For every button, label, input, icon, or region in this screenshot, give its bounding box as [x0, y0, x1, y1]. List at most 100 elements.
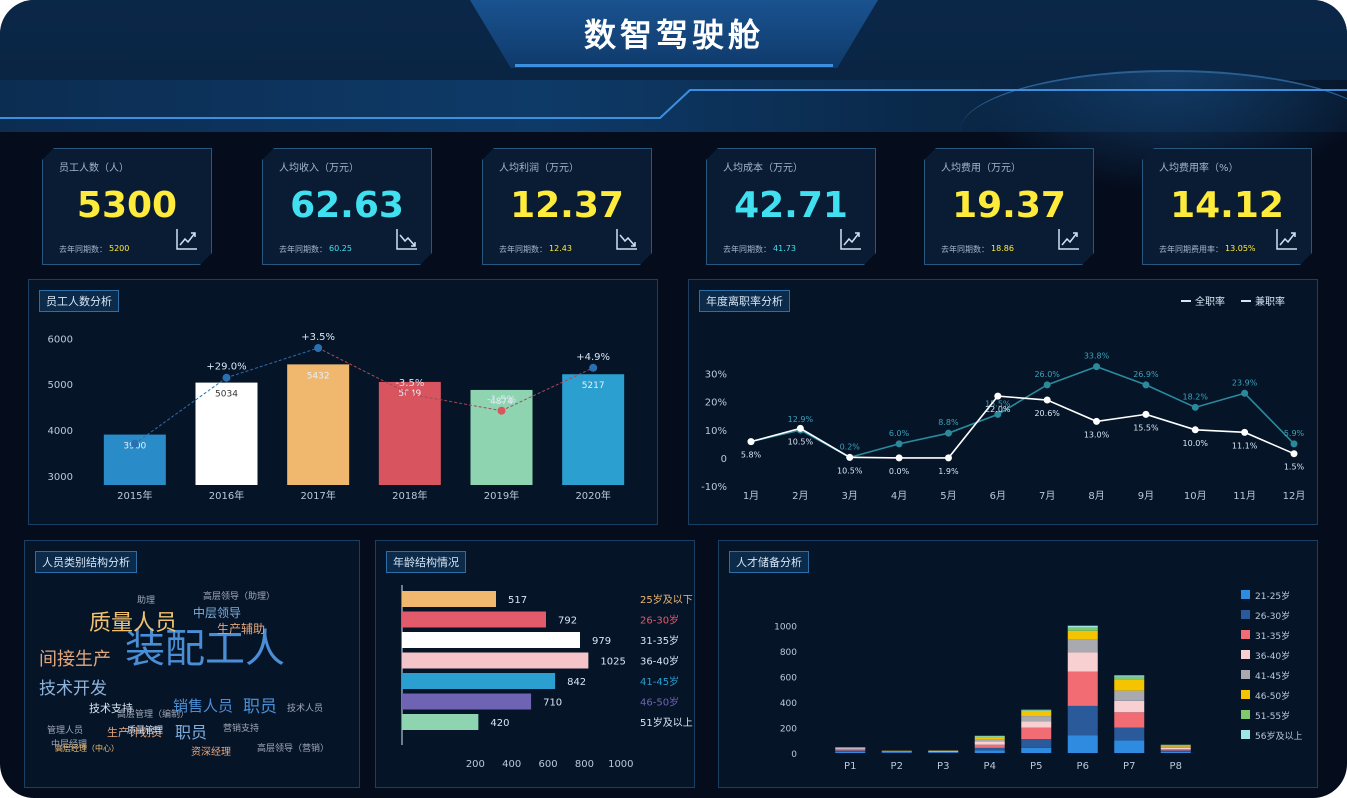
bar	[378, 381, 441, 485]
title-plate-edge	[515, 64, 833, 67]
series-point	[1191, 426, 1199, 434]
stacked-bar-segment	[1067, 625, 1098, 628]
word-cloud-term: 间接生产	[39, 649, 111, 670]
turnover-panel-title: 年度离职率分析	[699, 290, 790, 312]
kpi-label: 人均利润（万元）	[499, 163, 579, 174]
legend-swatch	[1241, 710, 1250, 719]
kpi-foot-label: 去年同期数：	[941, 245, 989, 254]
y-tick-label: 6000	[48, 334, 73, 345]
word-cloud-term: 装配工人	[125, 626, 285, 672]
stacked-bar-segment	[1021, 721, 1052, 728]
bar	[402, 673, 556, 689]
word-cloud-term: 质量人员	[89, 611, 178, 636]
kpi-foot-value: 18.86	[991, 244, 1014, 253]
stacked-bar-segment	[835, 750, 866, 752]
y-tick-label: -10%	[701, 482, 727, 493]
series-point	[944, 429, 952, 437]
stacked-bar-segment	[974, 735, 1005, 737]
y-tick-label: 0	[721, 454, 727, 465]
bar-value-label: 5217	[582, 381, 605, 391]
series-point	[944, 454, 952, 462]
bar	[195, 382, 258, 485]
category-label: 26-30岁	[640, 614, 679, 627]
series-point	[1043, 396, 1051, 404]
stacked-bar-segment	[1067, 705, 1098, 736]
kpi-foot-value: 12.43	[549, 244, 572, 253]
turnover-chart: 30% 20% 10% 0 -10% 1月 2月 3月 4月 5月 6月 7月 8月 9月 10月 11月 12…	[701, 295, 1306, 502]
stacked-bar-segment	[1021, 716, 1052, 722]
category-label: 25岁及以下	[640, 593, 693, 606]
x-tick-label: 2015年	[117, 489, 152, 502]
x-tick-label: 9月	[1138, 490, 1154, 502]
bar-value-label: 5034	[215, 390, 238, 400]
kpi-value: 5300	[76, 185, 178, 226]
kpi-value: 62.63	[290, 185, 404, 226]
series-line	[750, 395, 1295, 459]
stacked-bar-segment	[881, 751, 912, 752]
x-tick-label: 5月	[940, 490, 956, 502]
kpi-foot-value: 13.05%	[1225, 244, 1256, 253]
kpi-value: 19.37	[952, 185, 1066, 226]
stacked-bar-segment	[1021, 739, 1052, 748]
stacked-bar-segment	[928, 751, 959, 752]
legend-swatch	[1241, 650, 1250, 659]
kpi-card: 人均费用（万元） 19.37 去年同期数： 18.86	[924, 148, 1094, 265]
bar-value-label: 4874	[490, 397, 513, 407]
word-cloud-term: 质量管理	[127, 726, 164, 736]
growth-point	[589, 363, 598, 372]
word-cloud-term: 营销支持	[223, 724, 260, 734]
bar	[402, 611, 546, 628]
data-label: 10.5%	[788, 437, 814, 446]
kpi-foot-label: 去年同期数：	[279, 245, 327, 254]
bar-value-label: 1025	[600, 657, 625, 668]
trend-up-icon	[1275, 227, 1299, 251]
stacked-bar-segment	[1114, 740, 1145, 753]
series-point	[747, 438, 755, 446]
structure-panel-title: 人员类别结构分析	[35, 551, 137, 573]
kpi-foot-label: 去年同期数：	[499, 245, 547, 254]
word-cloud-term: 高层管理（编制）	[117, 710, 190, 720]
series-point	[1093, 363, 1101, 371]
word-cloud-term: 生产辅助	[217, 622, 266, 636]
bar	[470, 389, 533, 485]
x-tick-label: 2019年	[484, 489, 519, 502]
data-label: 0.2%	[840, 442, 861, 451]
stacked-bar-segment	[1067, 671, 1098, 706]
series-point	[1290, 440, 1298, 448]
growth-line-segment	[317, 347, 411, 395]
stacked-bar-segment	[974, 737, 1005, 740]
word-cloud-term: 中层经理	[51, 740, 88, 750]
growth-label: -1.5%	[487, 395, 516, 406]
efficiency-panel: 人才储备分析 0 200 400 600 800 1000 P1 P2 P3 P4 P5 P6 P7 P8…	[718, 540, 1318, 788]
stacked-bar-segment	[974, 750, 1005, 753]
growth-label: +3.5%	[301, 332, 335, 343]
category-label: 36-40岁	[640, 655, 679, 668]
kpi-value: 14.12	[1170, 185, 1284, 226]
x-tick-label: 6月	[990, 490, 1006, 502]
y-tick-label: 800	[780, 648, 797, 658]
x-tick-label: 2018年	[392, 489, 427, 502]
x-tick-label: 12月	[1283, 490, 1306, 502]
stacked-bar-segment	[1114, 675, 1145, 677]
kpi-card: 人均利润（万元） 12.37 去年同期数： 12.43	[482, 148, 652, 265]
stacked-bar-segment	[974, 744, 1005, 748]
bar-value-label: 792	[558, 616, 577, 627]
kpi-foot-label: 去年同期数：	[59, 245, 107, 254]
data-label: 11.1%	[1232, 441, 1258, 450]
bar-value-label: 710	[543, 698, 562, 709]
growth-point	[130, 439, 139, 448]
trend-up-icon	[839, 227, 863, 251]
word-cloud-term: 销售人员	[173, 697, 234, 715]
x-tick-label: 4月	[891, 490, 907, 502]
trend-up-icon	[1057, 227, 1081, 251]
kpi-label: 人均费用（万元）	[941, 163, 1021, 174]
y-tick-label: 3000	[48, 472, 73, 483]
bar	[402, 632, 580, 648]
kpi-foot-label: 去年同期数：	[723, 245, 771, 254]
stacked-bar-segment	[1160, 747, 1191, 750]
y-tick-label: 1000	[774, 623, 797, 633]
series-point	[895, 440, 903, 448]
kpi-label: 人均收入（万元）	[279, 163, 359, 174]
legend-swatch	[1241, 670, 1250, 679]
series-line	[750, 365, 1295, 459]
